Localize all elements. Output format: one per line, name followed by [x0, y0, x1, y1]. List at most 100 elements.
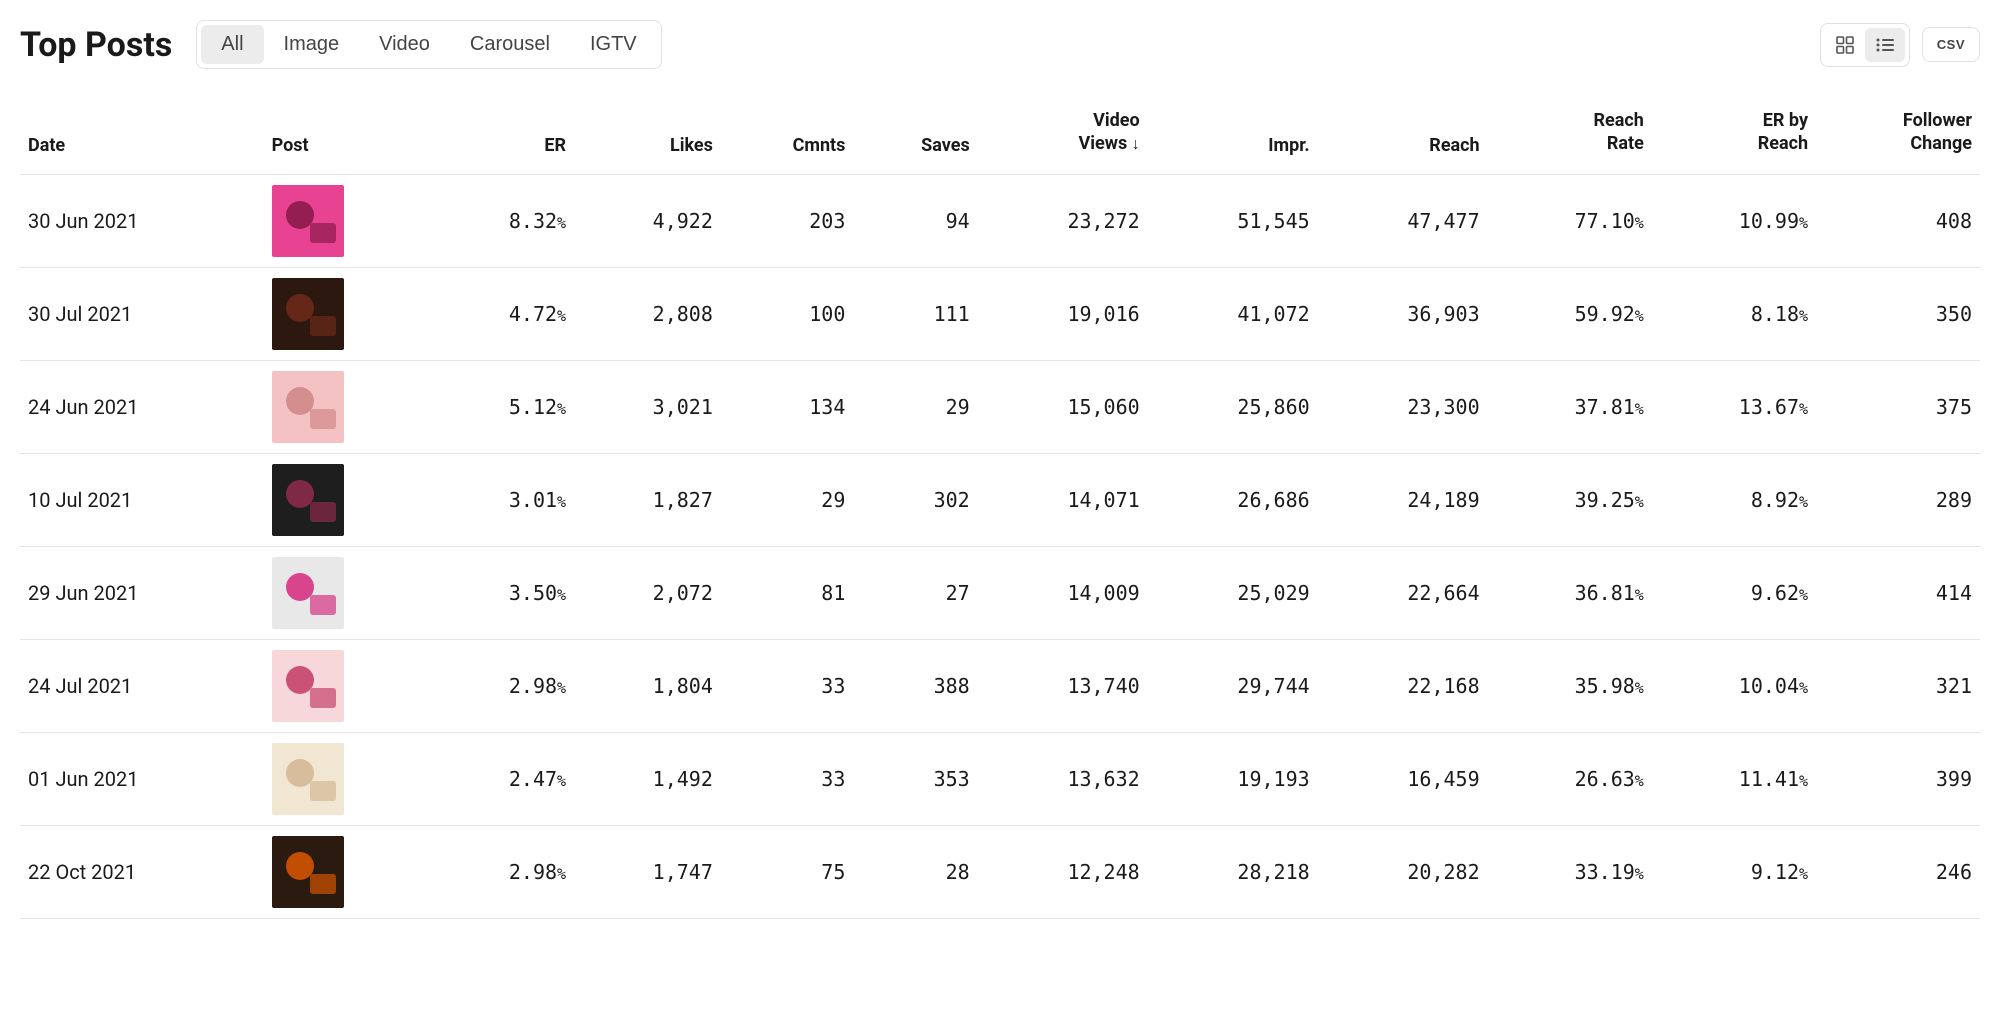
cell-reach: 20,282 — [1318, 825, 1488, 918]
cell-reach-rate: 26.63% — [1488, 732, 1652, 825]
post-thumbnail-icon — [272, 836, 344, 908]
post-thumbnail-icon — [272, 557, 344, 629]
cell-likes: 2,072 — [574, 546, 721, 639]
tab-image[interactable]: Image — [264, 25, 360, 64]
cell-impr: 26,686 — [1148, 453, 1318, 546]
cell-er-by-reach: 8.18% — [1652, 267, 1816, 360]
cell-follower-change: 289 — [1816, 453, 1980, 546]
cell-reach-rate: 59.92% — [1488, 267, 1652, 360]
cell-er: 2.98% — [433, 825, 574, 918]
col-er[interactable]: ER — [433, 99, 574, 174]
table-row[interactable]: 10 Jul 2021 3.01% 1,827 29 302 14,071 26… — [20, 453, 1980, 546]
col-video-views-line1: Video — [1093, 110, 1140, 131]
cell-reach: 23,300 — [1318, 360, 1488, 453]
cell-date: 22 Oct 2021 — [20, 825, 264, 918]
post-thumbnail-icon — [272, 278, 344, 350]
cell-reach-rate: 77.10% — [1488, 174, 1652, 267]
col-reach-rate-line2: Rate — [1607, 133, 1644, 154]
table-row[interactable]: 30 Jun 2021 8.32% 4,922 203 94 23,272 51… — [20, 174, 1980, 267]
cell-cmnts: 33 — [721, 732, 854, 825]
col-saves[interactable]: Saves — [853, 99, 977, 174]
cell-post-thumb[interactable] — [264, 453, 434, 546]
table-row[interactable]: 01 Jun 2021 2.47% 1,492 33 353 13,632 19… — [20, 732, 1980, 825]
posts-table: Date Post ER Likes Cmnts Saves Video Vie… — [20, 99, 1980, 919]
cell-post-thumb[interactable] — [264, 174, 434, 267]
tab-carousel[interactable]: Carousel — [450, 25, 570, 64]
tab-igtv[interactable]: IGTV — [570, 25, 657, 64]
cell-post-thumb[interactable] — [264, 732, 434, 825]
cell-post-thumb[interactable] — [264, 546, 434, 639]
cell-follower-change: 375 — [1816, 360, 1980, 453]
table-row[interactable]: 24 Jun 2021 5.12% 3,021 134 29 15,060 25… — [20, 360, 1980, 453]
cell-video-views: 13,740 — [978, 639, 1148, 732]
cell-post-thumb[interactable] — [264, 639, 434, 732]
tab-video[interactable]: Video — [359, 25, 450, 64]
cell-saves: 27 — [853, 546, 977, 639]
cell-saves: 94 — [853, 174, 977, 267]
cell-video-views: 15,060 — [978, 360, 1148, 453]
table-row[interactable]: 30 Jul 2021 4.72% 2,808 100 111 19,016 4… — [20, 267, 1980, 360]
table-row[interactable]: 24 Jul 2021 2.98% 1,804 33 388 13,740 29… — [20, 639, 1980, 732]
header-right: CSV — [1820, 23, 1980, 67]
cell-cmnts: 29 — [721, 453, 854, 546]
col-likes[interactable]: Likes — [574, 99, 721, 174]
cell-er-by-reach: 11.41% — [1652, 732, 1816, 825]
col-impr[interactable]: Impr. — [1148, 99, 1318, 174]
list-icon — [1876, 38, 1894, 52]
col-reach-rate-line1: Reach — [1593, 110, 1643, 131]
col-reach-rate[interactable]: Reach Rate — [1488, 99, 1652, 174]
cell-post-thumb[interactable] — [264, 825, 434, 918]
table-row[interactable]: 22 Oct 2021 2.98% 1,747 75 28 12,248 28,… — [20, 825, 1980, 918]
col-follower-change[interactable]: Follower Change — [1816, 99, 1980, 174]
cell-cmnts: 100 — [721, 267, 854, 360]
table-row[interactable]: 29 Jun 2021 3.50% 2,072 81 27 14,009 25,… — [20, 546, 1980, 639]
cell-saves: 28 — [853, 825, 977, 918]
post-thumbnail-icon — [272, 464, 344, 536]
cell-impr: 28,218 — [1148, 825, 1318, 918]
cell-follower-change: 350 — [1816, 267, 1980, 360]
header-row: Top Posts All Image Video Carousel IGTV — [20, 20, 1980, 69]
cell-reach: 16,459 — [1318, 732, 1488, 825]
col-video-views[interactable]: Video Views ↓ — [978, 99, 1148, 174]
col-er-by-reach-line2: Reach — [1758, 133, 1808, 154]
export-csv-button[interactable]: CSV — [1922, 27, 1980, 62]
cell-impr: 29,744 — [1148, 639, 1318, 732]
post-thumbnail-icon — [272, 185, 344, 257]
col-cmnts[interactable]: Cmnts — [721, 99, 854, 174]
tab-all[interactable]: All — [201, 25, 263, 64]
col-er-by-reach[interactable]: ER by Reach — [1652, 99, 1816, 174]
cell-reach: 22,168 — [1318, 639, 1488, 732]
cell-er-by-reach: 8.92% — [1652, 453, 1816, 546]
cell-reach: 47,477 — [1318, 174, 1488, 267]
cell-reach: 22,664 — [1318, 546, 1488, 639]
cell-date: 30 Jun 2021 — [20, 174, 264, 267]
cell-impr: 41,072 — [1148, 267, 1318, 360]
col-video-views-line2: Views — [1078, 133, 1127, 154]
col-follower-change-line2: Change — [1910, 133, 1972, 154]
cell-er-by-reach: 9.12% — [1652, 825, 1816, 918]
cell-date: 01 Jun 2021 — [20, 732, 264, 825]
cell-reach-rate: 33.19% — [1488, 825, 1652, 918]
cell-likes: 4,922 — [574, 174, 721, 267]
cell-saves: 111 — [853, 267, 977, 360]
post-thumbnail-icon — [272, 743, 344, 815]
cell-post-thumb[interactable] — [264, 267, 434, 360]
cell-er: 3.50% — [433, 546, 574, 639]
view-list-button[interactable] — [1865, 28, 1905, 62]
cell-cmnts: 134 — [721, 360, 854, 453]
col-date[interactable]: Date — [20, 99, 264, 174]
cell-date: 10 Jul 2021 — [20, 453, 264, 546]
col-post[interactable]: Post — [264, 99, 434, 174]
cell-impr: 51,545 — [1148, 174, 1318, 267]
sort-arrow-icon: ↓ — [1132, 134, 1140, 153]
table-header-row: Date Post ER Likes Cmnts Saves Video Vie… — [20, 99, 1980, 174]
col-reach[interactable]: Reach — [1318, 99, 1488, 174]
cell-post-thumb[interactable] — [264, 360, 434, 453]
cell-likes: 1,827 — [574, 453, 721, 546]
view-grid-button[interactable] — [1825, 28, 1865, 62]
cell-cmnts: 203 — [721, 174, 854, 267]
cell-er-by-reach: 10.04% — [1652, 639, 1816, 732]
page-title: Top Posts — [20, 25, 172, 65]
cell-reach-rate: 35.98% — [1488, 639, 1652, 732]
cell-date: 24 Jun 2021 — [20, 360, 264, 453]
